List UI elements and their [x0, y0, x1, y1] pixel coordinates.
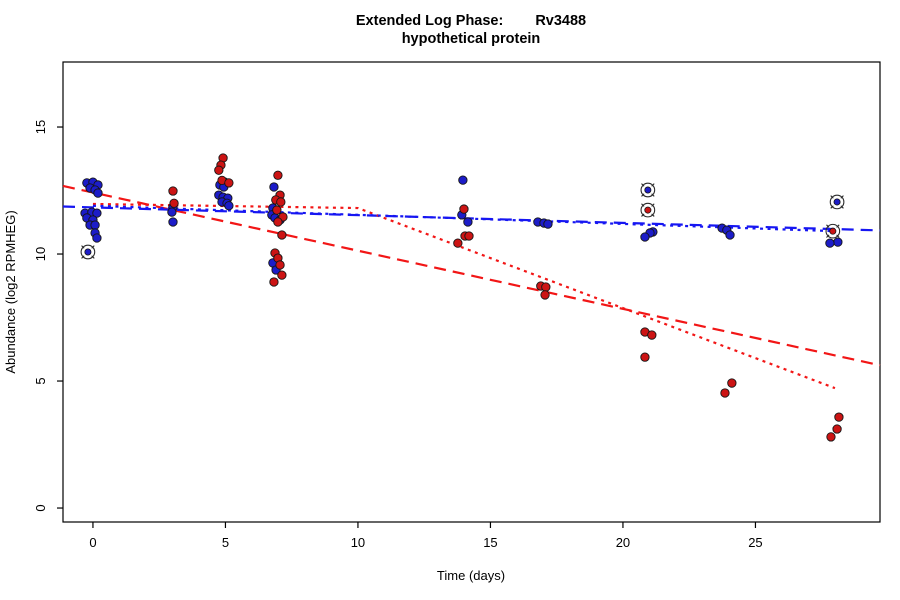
blue-data-point: [224, 201, 234, 211]
red-data-point: [647, 330, 657, 340]
circled-data-point: [829, 227, 837, 235]
x-tick-label: 10: [351, 535, 365, 550]
x-tick-label: 5: [222, 535, 229, 550]
outlier-ring: [640, 182, 656, 198]
outlier-ring-tick: [836, 224, 840, 228]
blue-data-point: [725, 230, 735, 240]
chart-title-gene: Rv3488: [535, 13, 586, 29]
x-tick-label: 20: [616, 535, 630, 550]
y-tick-label: 0: [33, 504, 48, 511]
outlier-ring-tick: [651, 213, 655, 217]
y-tick-label: 10: [33, 247, 48, 261]
outlier-ring-tick: [826, 234, 830, 238]
outlier-ring-tick: [651, 183, 655, 187]
blue-data-point: [90, 220, 100, 230]
blue-data-point: [92, 208, 102, 218]
outlier-ring-tick: [826, 224, 830, 228]
y-axis-title: Abundance (log2 RPMHEG): [3, 210, 18, 373]
plot-border: [62, 61, 881, 523]
x-tick-label: 15: [483, 535, 497, 550]
blue-data-point: [458, 175, 468, 185]
red-data-point: [720, 388, 730, 398]
x-axis-title: Time (days): [437, 568, 505, 583]
red-dashed-fit-line: [62, 184, 881, 367]
red-data-point: [541, 282, 551, 292]
circled-data-point: [644, 206, 652, 214]
blue-data-point: [93, 188, 103, 198]
y-tick-label: 5: [33, 377, 48, 384]
red-data-point: [640, 352, 650, 362]
chart-title: Extended Log Phase: Rv3488: [356, 13, 586, 29]
x-tick-label: 0: [89, 535, 96, 550]
outlier-ring-tick: [641, 213, 645, 217]
outlier-ring-tick: [836, 234, 840, 238]
outlier-ring-tick: [81, 245, 85, 249]
red-data-point: [272, 205, 282, 215]
outlier-ring-tick: [641, 203, 645, 207]
outlier-ring: [829, 194, 845, 210]
outlier-ring: [80, 244, 96, 260]
red-data-point: [277, 270, 287, 280]
blue-data-point: [543, 219, 553, 229]
red-data-point: [727, 378, 737, 388]
red-data-point: [273, 217, 283, 227]
blue-data-point: [168, 217, 178, 227]
outlier-ring: [825, 223, 841, 239]
red-data-point: [273, 170, 283, 180]
red-data-point: [169, 198, 179, 208]
blue-dashed-fit-line: [62, 205, 881, 232]
red-data-point: [276, 197, 286, 207]
outlier-ring-tick: [641, 183, 645, 187]
outlier-ring-tick: [840, 195, 844, 199]
outlier-ring-tick: [641, 193, 645, 197]
red-data-point: [275, 260, 285, 270]
red-data-point: [453, 238, 463, 248]
red-data-point: [834, 412, 844, 422]
red-data-point: [826, 432, 836, 442]
blue-data-point: [833, 237, 843, 247]
red-data-point: [269, 277, 279, 287]
blue-data-point: [269, 182, 279, 192]
outlier-ring-tick: [91, 245, 95, 249]
outlier-ring: [640, 202, 656, 218]
circled-data-point: [644, 186, 652, 194]
plot-content: 0 5 10 15 20 25 0 5 10 15: [33, 61, 881, 550]
outlier-ring-tick: [651, 203, 655, 207]
blue-data-point: [463, 217, 473, 227]
circled-data-point: [84, 248, 92, 256]
outlier-ring-tick: [91, 255, 95, 259]
y-tick-label: 15: [33, 120, 48, 134]
outlier-ring-tick: [651, 193, 655, 197]
outlier-ring-tick: [840, 205, 844, 209]
red-data-point: [277, 230, 287, 240]
red-data-point: [168, 186, 178, 196]
red-data-point: [214, 165, 224, 175]
red-data-point: [832, 424, 842, 434]
red-data-point: [224, 178, 234, 188]
x-tick-label: 25: [748, 535, 762, 550]
red-dotted-fit-line: [92, 202, 836, 390]
outlier-ring-tick: [830, 195, 834, 199]
chart-subtitle: hypothetical protein: [402, 31, 541, 47]
chart-title-left: Extended Log Phase:: [356, 13, 503, 29]
blue-data-point: [825, 238, 835, 248]
red-data-point: [464, 231, 474, 241]
outlier-ring-tick: [830, 205, 834, 209]
red-data-point: [459, 204, 469, 214]
red-data-point: [540, 290, 550, 300]
blue-data-point: [92, 233, 102, 243]
blue-data-point: [640, 232, 650, 242]
outlier-ring-tick: [81, 255, 85, 259]
blue-data-point: [167, 207, 177, 217]
circled-data-point: [833, 198, 841, 206]
